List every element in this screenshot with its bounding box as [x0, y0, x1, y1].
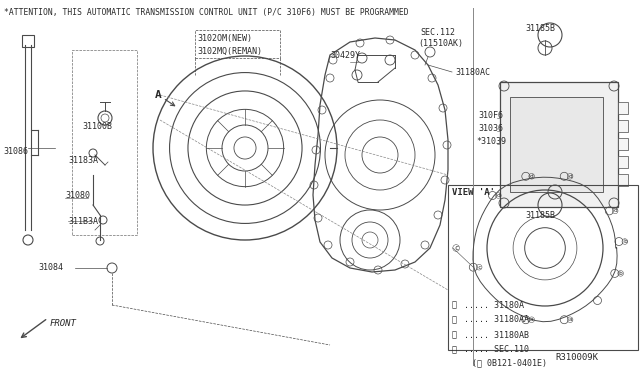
Bar [448, 185, 638, 350]
Text: 31080: 31080 [65, 190, 90, 199]
Text: 31036: 31036 [478, 124, 503, 132]
Text: 31183A: 31183A [68, 155, 98, 164]
Bar [618, 174, 628, 186]
Text: 311B3A: 311B3A [68, 217, 98, 225]
Text: 30429Y: 30429Y [330, 51, 360, 60]
Text: R310009K: R310009K [555, 353, 598, 362]
Text: ⓑ: ⓑ [452, 315, 457, 324]
Text: ⓓ: ⓓ [452, 346, 457, 355]
Text: d: d [568, 174, 572, 179]
Text: *31039: *31039 [476, 137, 506, 145]
Text: SEC.112: SEC.112 [420, 28, 455, 36]
Text: d: d [613, 208, 617, 214]
Text: 31086: 31086 [3, 147, 28, 155]
Text: ..... 31180AB: ..... 31180AB [464, 330, 529, 340]
Text: d: d [497, 193, 500, 198]
Bar [22, 35, 34, 47]
Bar [195, 30, 280, 58]
Text: ⓐ: ⓐ [452, 301, 457, 310]
Text: 31100B: 31100B [82, 122, 112, 131]
Bar [500, 82, 618, 207]
Text: (11510AK): (11510AK) [418, 38, 463, 48]
Bar [618, 156, 628, 168]
Text: ..... 31180AA: ..... 31180AA [464, 315, 529, 324]
Text: ⓒ: ⓒ [452, 330, 457, 340]
Bar [618, 138, 628, 150]
Text: VIEW 'A': VIEW 'A' [452, 187, 495, 196]
Text: 31180AC: 31180AC [455, 67, 490, 77]
Text: A: A [155, 90, 162, 100]
Text: d: d [530, 174, 534, 179]
Text: ..... 31180A: ..... 31180A [464, 301, 524, 310]
Text: 3102MQ(REMAN): 3102MQ(REMAN) [197, 46, 262, 55]
Bar [618, 120, 628, 132]
Text: c: c [454, 245, 458, 251]
Text: b: b [619, 271, 623, 276]
Text: 31185B: 31185B [525, 23, 555, 32]
Text: *ATTENTION, THIS AUTOMATIC TRANSMISSION CONTROL UNIT (P/C 310F6) MUST BE PROGRAM: *ATTENTION, THIS AUTOMATIC TRANSMISSION … [4, 8, 408, 17]
Text: 31185B: 31185B [525, 211, 555, 219]
Text: a: a [568, 317, 572, 322]
Text: 310F6: 310F6 [478, 110, 503, 119]
Bar [510, 97, 603, 192]
Text: FRONT: FRONT [50, 320, 77, 328]
Text: 3102OM(NEW): 3102OM(NEW) [197, 33, 252, 42]
Bar [72, 50, 137, 235]
Text: (ⓑ 0B121-0401E): (ⓑ 0B121-0401E) [472, 359, 547, 368]
Text: b: b [623, 239, 627, 244]
Text: 31084: 31084 [38, 263, 63, 273]
Text: c: c [477, 265, 481, 270]
Text: a: a [530, 317, 534, 322]
Bar [618, 102, 628, 114]
Text: ..... SEC.110: ..... SEC.110 [464, 346, 529, 355]
